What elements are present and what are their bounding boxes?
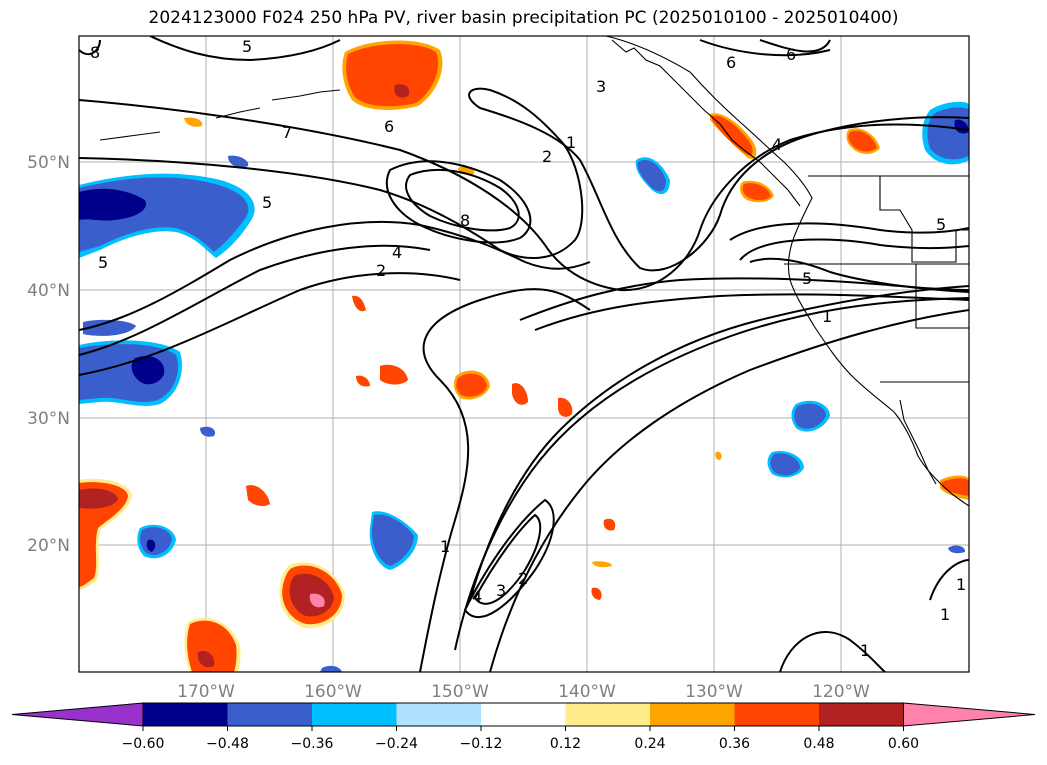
negative-anomaly-fills bbox=[79, 101, 969, 672]
colorbar-tick-label: 0.60 bbox=[888, 736, 919, 752]
longitude-labels: 170°W 160°W 150°W 140°W 130°W 120°W bbox=[177, 682, 870, 702]
lon-label-160w: 160°W bbox=[304, 682, 362, 702]
svg-text:1: 1 bbox=[566, 133, 576, 152]
colorbar-tick-label: 0.48 bbox=[803, 736, 834, 752]
colorbar-tick-label: 0.12 bbox=[550, 736, 581, 752]
map-plot-area bbox=[79, 36, 969, 672]
svg-text:6: 6 bbox=[726, 53, 736, 72]
colorbar-segment bbox=[565, 703, 651, 726]
colorbar-segment bbox=[143, 703, 228, 726]
colorbar-segment bbox=[396, 703, 482, 726]
colorbar-segment bbox=[227, 703, 313, 726]
svg-text:7: 7 bbox=[282, 123, 292, 142]
svg-text:5: 5 bbox=[802, 269, 812, 288]
svg-text:8: 8 bbox=[460, 211, 470, 230]
coastlines bbox=[99, 36, 969, 507]
colorbar-tick-label: −0.60 bbox=[122, 736, 165, 752]
map-title: 2024123000 F024 250 hPa PV, river basin … bbox=[148, 8, 899, 28]
svg-text:2: 2 bbox=[376, 261, 386, 280]
colorbar-segment bbox=[312, 703, 397, 726]
latitude-labels: 50°N 40°N 30°N 20°N bbox=[27, 153, 70, 556]
svg-text:4: 4 bbox=[772, 135, 782, 154]
lon-label-150w: 150°W bbox=[431, 682, 489, 702]
colorbar-extend-low bbox=[11, 702, 144, 727]
svg-text:4: 4 bbox=[392, 243, 402, 262]
lon-label-140w: 140°W bbox=[558, 682, 616, 702]
svg-text:1: 1 bbox=[822, 307, 832, 326]
svg-text:1: 1 bbox=[956, 575, 966, 594]
lat-label-50n: 50°N bbox=[27, 153, 70, 173]
colorbar-frame bbox=[142, 702, 904, 727]
colorbar-segment bbox=[819, 703, 904, 726]
svg-text:1: 1 bbox=[940, 605, 950, 624]
colorbar-tick-label: −0.48 bbox=[206, 736, 249, 752]
svg-text:5: 5 bbox=[936, 215, 946, 234]
pv-contours bbox=[79, 36, 969, 672]
svg-text:1: 1 bbox=[860, 641, 870, 660]
colorbar-tick-label: −0.24 bbox=[375, 736, 418, 752]
svg-text:5: 5 bbox=[262, 193, 272, 212]
colorbar-segment bbox=[650, 703, 735, 726]
colorbar-segment bbox=[481, 703, 566, 726]
gridlines bbox=[79, 36, 969, 672]
lat-label-20n: 20°N bbox=[27, 536, 70, 556]
lon-label-130w: 130°W bbox=[685, 682, 743, 702]
lat-label-40n: 40°N bbox=[27, 281, 70, 301]
positive-anomaly-fills bbox=[79, 40, 969, 672]
map-frame bbox=[78, 35, 970, 673]
colorbar-tick-label: −0.36 bbox=[291, 736, 334, 752]
colorbar-ticks: −0.60 −0.48 −0.36 −0.24 −0.12 0.12 0.24 0.36 0.4… bbox=[122, 726, 919, 752]
lon-label-120w: 120°W bbox=[812, 682, 870, 702]
lat-label-30n: 30°N bbox=[27, 409, 70, 429]
svg-text:2: 2 bbox=[518, 569, 528, 588]
svg-text:8: 8 bbox=[90, 43, 100, 62]
colorbar-tick-label: −0.12 bbox=[460, 736, 503, 752]
colorbar bbox=[11, 702, 1036, 727]
colorbar-segment bbox=[734, 703, 820, 726]
svg-text:6: 6 bbox=[384, 117, 394, 136]
svg-text:6: 6 bbox=[786, 45, 796, 64]
svg-text:4: 4 bbox=[472, 587, 482, 606]
colorbar-tick-label: 0.36 bbox=[719, 736, 750, 752]
svg-text:2: 2 bbox=[542, 147, 552, 166]
svg-text:3: 3 bbox=[496, 581, 506, 600]
svg-text:5: 5 bbox=[242, 37, 252, 56]
colorbar-tick-label: 0.24 bbox=[634, 736, 665, 752]
lon-label-170w: 170°W bbox=[177, 682, 235, 702]
svg-text:1: 1 bbox=[440, 537, 450, 556]
contour-labels: 8 5 6 7 5 5 3 6 6 1 2 8 4 2 4 5 5 1 1 4 … bbox=[90, 37, 966, 660]
svg-text:3: 3 bbox=[596, 77, 606, 96]
colorbar-extend-high bbox=[903, 702, 1036, 727]
svg-text:5: 5 bbox=[98, 253, 108, 272]
